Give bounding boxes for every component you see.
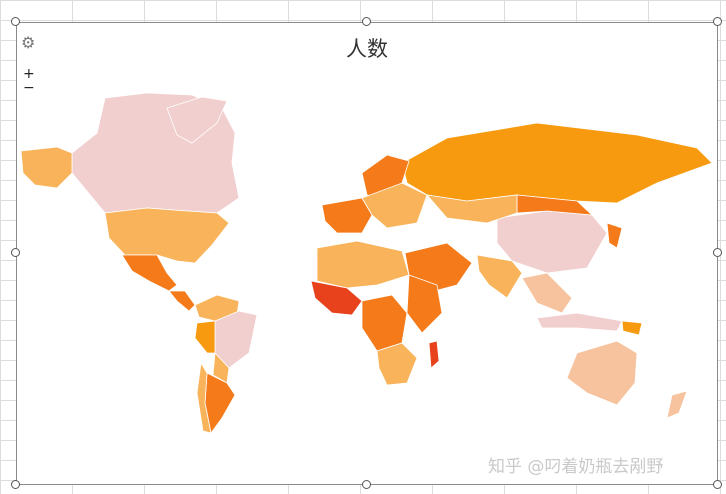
region-india[interactable] <box>476 254 523 299</box>
region-australia[interactable] <box>566 340 638 406</box>
region-papua-new-guinea[interactable] <box>621 320 643 336</box>
resize-handle-br[interactable] <box>713 480 722 489</box>
region-united-states[interactable] <box>104 207 230 264</box>
region-chile[interactable] <box>196 361 212 434</box>
region-greenland[interactable] <box>166 96 228 144</box>
chart-title: 人数 <box>346 37 388 61</box>
watermark: 知乎 @叼着奶瓶去剐野 <box>488 457 664 477</box>
region-japan-korea[interactable] <box>606 222 623 249</box>
gear-icon[interactable]: ⚙ <box>21 33 36 52</box>
world-map <box>20 92 713 434</box>
region-southeast-asia[interactable] <box>521 272 573 314</box>
resize-handle-ml[interactable] <box>11 248 20 257</box>
region-eastern-europe[interactable] <box>361 182 428 229</box>
zoom-out-button[interactable]: − <box>23 80 35 96</box>
region-east-africa[interactable] <box>406 274 443 334</box>
map-chart[interactable]: 人数 ⚙ + − <box>16 22 718 485</box>
region-indonesia[interactable] <box>536 312 623 332</box>
resize-handle-tr[interactable] <box>713 17 722 26</box>
region-madagascar[interactable] <box>428 340 440 369</box>
region-kazakhstan[interactable] <box>425 194 518 224</box>
region-southern-africa[interactable] <box>376 342 418 386</box>
resize-handle-bl[interactable] <box>11 480 20 489</box>
zoom-in-button[interactable]: + <box>23 66 35 82</box>
region-peru[interactable] <box>194 320 216 354</box>
region-mexico[interactable] <box>121 254 178 292</box>
resize-handle-tl[interactable] <box>11 17 20 26</box>
region-central-america[interactable] <box>168 290 196 312</box>
region-new-zealand[interactable] <box>666 390 688 419</box>
region-alaska[interactable] <box>20 146 73 189</box>
resize-handle-tm[interactable] <box>362 17 371 26</box>
region-central-africa[interactable] <box>361 294 408 352</box>
resize-handle-bm[interactable] <box>362 480 371 489</box>
region-north-africa[interactable] <box>316 240 410 289</box>
region-russia[interactable] <box>401 122 713 204</box>
resize-handle-mr[interactable] <box>713 248 722 257</box>
region-western-europe[interactable] <box>321 197 373 234</box>
region-west-africa[interactable] <box>310 280 363 316</box>
